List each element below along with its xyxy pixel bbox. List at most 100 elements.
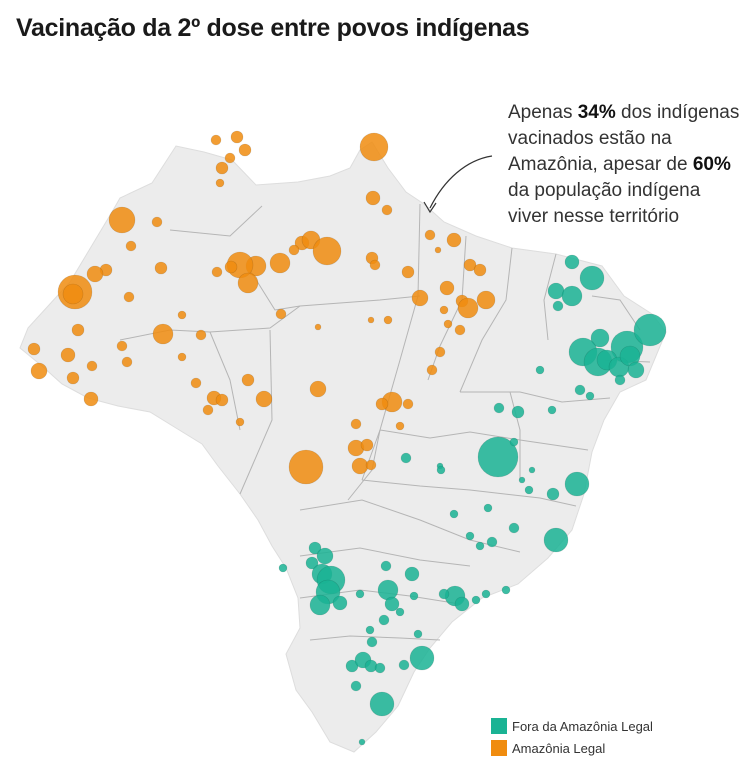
outside-bubble [377, 579, 399, 601]
amazon-bubble [395, 421, 405, 431]
amazon-bubble [426, 364, 438, 376]
annotation-part3: da população indígena viver nesse territ… [508, 180, 701, 227]
outside-bubble [579, 265, 605, 291]
amazon-bubble [190, 377, 202, 389]
amazon-bubble [454, 324, 466, 336]
outside-bubble [398, 659, 410, 671]
amazon-bubble [154, 261, 168, 275]
amazon-bubble [195, 329, 207, 341]
amazon-bubble [463, 258, 477, 272]
amazon-bubble [365, 459, 377, 471]
outside-bubble [561, 285, 583, 307]
amazon-bubble [241, 373, 255, 387]
amazon-bubble [123, 291, 135, 303]
outside-bubble [438, 588, 450, 600]
amazon-bubble [211, 266, 223, 278]
amazon-bubble [359, 132, 389, 162]
outside-bubble [316, 547, 334, 565]
amazon-bubble [381, 204, 393, 216]
outside-bubble [358, 738, 366, 746]
amazon-bubble [83, 391, 99, 407]
amazon-bubble [360, 438, 374, 452]
outside-bubble [509, 437, 519, 447]
amazon-bubble [121, 356, 133, 368]
amazon-bubble [367, 316, 375, 324]
legend-item-outside: Fora da Amazônia Legal [491, 715, 653, 737]
amazon-bubble [210, 134, 222, 146]
amazon-bubble [224, 260, 238, 274]
annotation-part1: Apenas [508, 102, 578, 123]
outside-bubble [590, 328, 610, 348]
amazon-bubble [351, 457, 369, 475]
outside-bubble [332, 595, 348, 611]
amazon-bubble [152, 323, 174, 345]
outside-bubble [380, 560, 392, 572]
outside-bubble [477, 436, 519, 478]
outside-bubble [465, 531, 475, 541]
outside-bubble [552, 300, 564, 312]
outside-bubble [404, 566, 420, 582]
outside-bubble [486, 536, 498, 548]
legend-swatch-amazon [491, 740, 507, 756]
amazon-bubble [375, 397, 389, 411]
annotation-pct-population: 60% [692, 154, 731, 175]
outside-bubble [511, 405, 525, 419]
amazon-bubble [215, 161, 229, 175]
outside-bubble [409, 591, 419, 601]
amazon-bubble [66, 371, 80, 385]
amazon-bubble [424, 229, 436, 241]
brazil-landmass [19, 141, 667, 753]
outside-bubble [413, 629, 423, 639]
amazon-bubble [125, 240, 137, 252]
outside-bubble [355, 589, 365, 599]
amazon-bubble [411, 289, 429, 307]
amazon-bubble [350, 418, 362, 430]
amazon-bubble [215, 393, 229, 407]
legend-swatch-outside [491, 718, 507, 734]
amazon-bubble [434, 246, 442, 254]
outside-bubble [378, 614, 390, 626]
amazon-bubble [473, 263, 487, 277]
outside-bubble [309, 594, 331, 616]
outside-bubble [369, 691, 395, 717]
amazon-bubble [238, 143, 252, 157]
amazon-bubble [365, 190, 381, 206]
outside-bubble [400, 452, 412, 464]
legend: Fora da Amazônia Legal Amazônia Legal [491, 715, 653, 759]
outside-bubble [471, 595, 481, 605]
amazon-bubble [369, 259, 381, 271]
map-title: Vacinação da 2º dose entre povos indígen… [16, 14, 530, 42]
amazon-bubble [383, 315, 393, 325]
outside-bubble [305, 556, 319, 570]
annotation-arrow [429, 155, 493, 209]
amazon-bubble [215, 178, 225, 188]
outside-bubble [395, 607, 405, 617]
annotation-arrowhead [423, 201, 437, 214]
amazon-bubble [177, 352, 187, 362]
bubbles-fora-amazonia [278, 254, 667, 746]
outside-bubble [475, 541, 485, 551]
outside-bubble [384, 596, 400, 612]
outside-bubble [350, 680, 362, 692]
outside-bubble [627, 361, 645, 379]
amazon-bubble [224, 152, 236, 164]
outside-bubble [546, 487, 560, 501]
amazon-bubble [439, 305, 449, 315]
amazon-bubble [71, 323, 85, 337]
outside-bubble [481, 589, 491, 599]
outside-bubble [547, 282, 565, 300]
amazon-bubble [401, 265, 415, 279]
outside-bubble [633, 313, 667, 347]
amazon-bubble [60, 347, 76, 363]
amazon-bubble [439, 280, 455, 296]
amazon-bubble [237, 272, 259, 294]
outside-bubble [493, 402, 505, 414]
amazon-bubble [402, 398, 414, 410]
outside-bubble [278, 563, 288, 573]
legend-item-amazon: Amazônia Legal [491, 737, 653, 759]
legend-label-amazon: Amazônia Legal [512, 740, 606, 756]
outside-bubble [374, 662, 386, 674]
amazon-bubble [288, 449, 324, 485]
amazon-bubble [476, 290, 496, 310]
amazon-bubble [434, 346, 446, 358]
